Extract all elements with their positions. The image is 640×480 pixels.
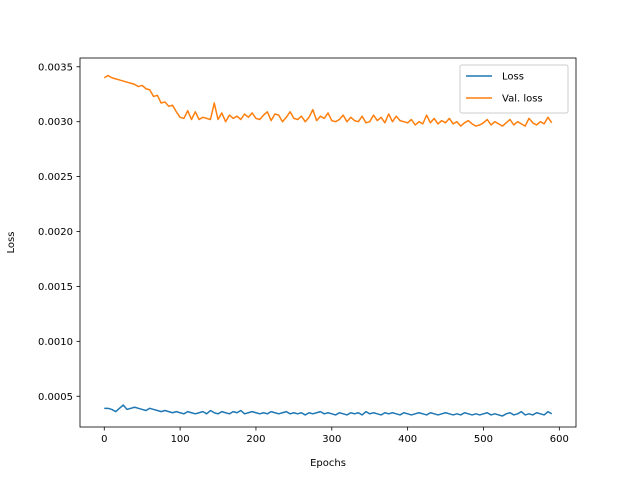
y-axis-label: Loss [6, 232, 17, 254]
y-tick-label: 0.0025 [38, 172, 73, 183]
x-tick-label: 100 [171, 434, 190, 445]
y-tick-label: 0.0005 [38, 392, 73, 403]
x-tick-label: 500 [474, 434, 493, 445]
x-axis-label: Epochs [310, 458, 346, 469]
x-tick-label: 200 [246, 434, 265, 445]
axes-frame [79, 57, 577, 428]
y-tick-label: 0.0015 [38, 282, 73, 293]
plot-area [103, 74, 553, 417]
y-tick-label: 0.0035 [38, 62, 73, 73]
legend-box [459, 64, 569, 114]
x-tick-label: 300 [322, 434, 341, 445]
x-tick-label: 0 [101, 434, 107, 445]
legend-label: Val. loss [502, 94, 543, 105]
y-tick-label: 0.0010 [38, 337, 73, 348]
y-tick-label: 0.0030 [38, 117, 73, 128]
series-line-0 [104, 404, 553, 417]
axes: 0 100 200 300 400 500 600 0.0005 0.0010 0.0015 0.0… [38, 57, 577, 445]
x-tick-label: 600 [550, 434, 569, 445]
series-line-1 [103, 74, 553, 127]
x-tick-label: 400 [398, 434, 417, 445]
legend: Loss Val. loss [459, 64, 569, 114]
y-tick-label: 0.0020 [38, 227, 73, 238]
legend-label: Loss [502, 72, 524, 83]
